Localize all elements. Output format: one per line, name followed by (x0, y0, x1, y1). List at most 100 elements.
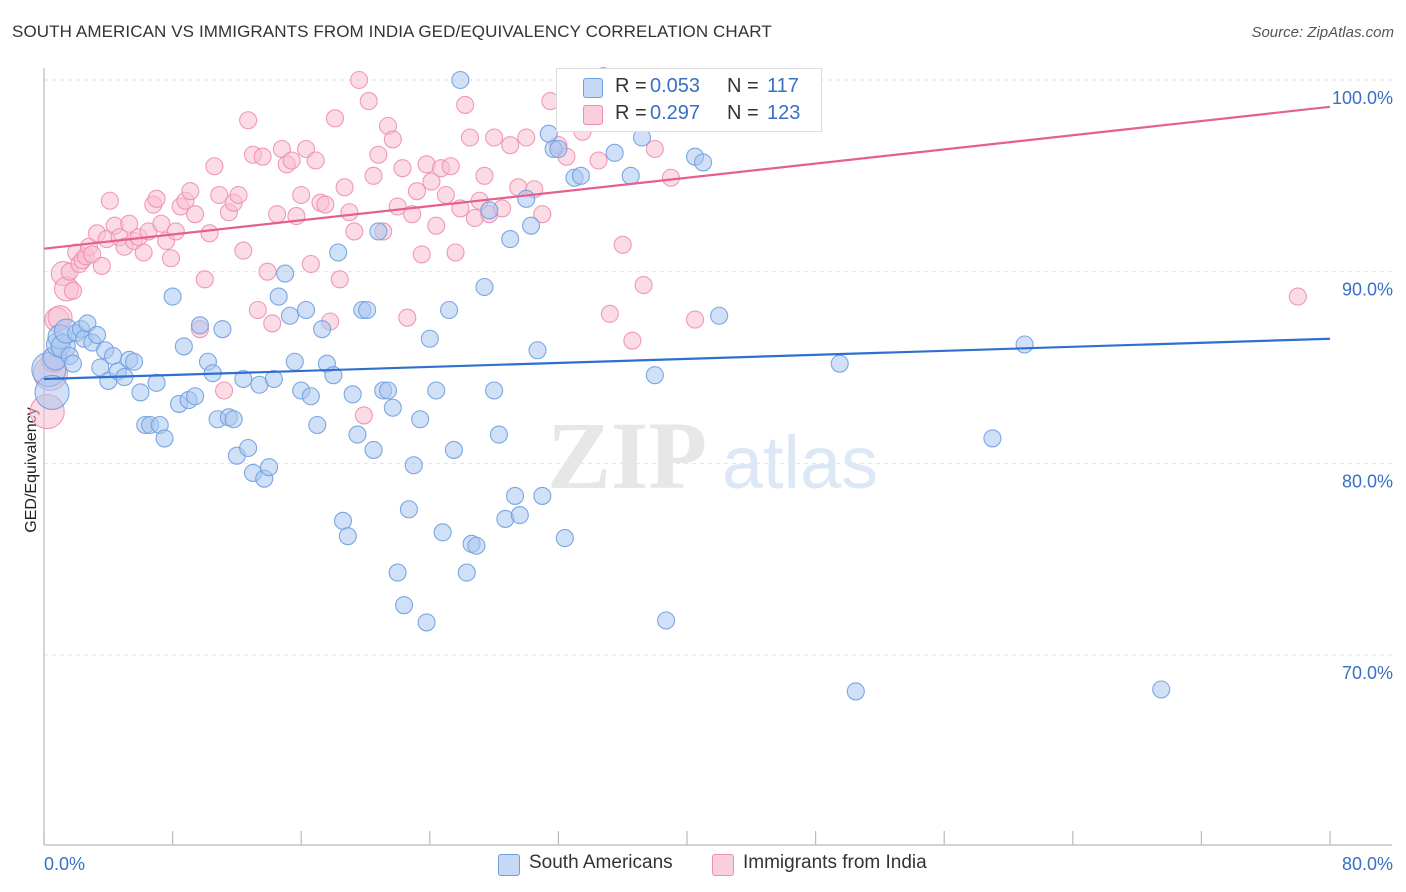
india-point (407, 182, 426, 201)
south-americans-point (174, 337, 193, 356)
south-americans-point (264, 369, 283, 389)
legend-swatch-pink (712, 854, 734, 876)
india-point (120, 214, 139, 233)
stats-row-india: R = 0.297 N = 123 (557, 102, 821, 128)
india-point (613, 235, 632, 254)
south-americans-point (224, 410, 243, 429)
india-point (364, 166, 383, 185)
y-tick-label: 90.0% (1342, 280, 1393, 300)
r-label: R = (615, 102, 647, 124)
south-americans-point (329, 243, 348, 262)
india-point (533, 205, 552, 224)
south-americans-point (645, 366, 664, 385)
stats-row-south-americans: R = 0.053 N = 117 (557, 75, 821, 101)
south-americans-point (296, 300, 316, 320)
south-americans-point (433, 523, 452, 542)
south-americans-point (555, 529, 574, 548)
legend-swatch-blue (583, 78, 603, 98)
india-point (645, 139, 664, 159)
south-americans-point (517, 189, 536, 208)
india-point (345, 222, 364, 241)
india-point (398, 308, 417, 327)
india-point (475, 166, 494, 185)
axes (43, 68, 1392, 846)
south-americans-point (480, 201, 499, 220)
india-point (589, 151, 608, 170)
x-tick-label: 80.0% (1342, 854, 1393, 874)
south-americans-point (259, 458, 279, 477)
south-americans-point (239, 438, 258, 458)
south-americans-point (489, 425, 508, 444)
y-tick-label: 100.0% (1332, 88, 1393, 108)
south-americans-point (417, 613, 436, 632)
south-americans-point (395, 596, 414, 615)
x-tick-label: 0.0% (44, 854, 85, 874)
india-point (210, 185, 229, 205)
south-americans-point (333, 511, 353, 530)
south-americans-point (539, 124, 558, 143)
legend-item-south-americans[interactable]: South Americans (498, 852, 698, 876)
india-point (92, 256, 111, 275)
south-americans-point (549, 139, 568, 159)
south-americans-point (505, 486, 525, 505)
south-americans-point (358, 300, 377, 320)
south-americans-point (1015, 335, 1034, 354)
south-americans-point (388, 563, 407, 582)
south-americans-point (444, 440, 463, 459)
india-point (485, 128, 504, 147)
india-point (239, 111, 258, 130)
india-point (263, 314, 282, 333)
r-value: 0.297 (650, 102, 701, 124)
south-americans-point (528, 341, 547, 360)
y-tick-label: 80.0% (1342, 471, 1393, 491)
india-point (501, 136, 520, 155)
south-americans-point (510, 506, 529, 525)
india-point (359, 92, 378, 111)
south-americans-point (404, 456, 423, 475)
south-americans-point (313, 320, 332, 339)
india-point (441, 157, 460, 176)
legend-label: Immigrants from India (743, 852, 927, 873)
india-point (166, 222, 185, 241)
india-point (460, 128, 480, 147)
r-value: 0.053 (650, 75, 701, 97)
r-label: R = (615, 75, 647, 97)
india-point (330, 270, 349, 289)
india-point (340, 203, 359, 222)
south-americans-point (467, 536, 486, 555)
south-americans-point (155, 429, 174, 448)
south-americans-point (338, 527, 357, 546)
india-point (253, 147, 272, 166)
legend-item-india[interactable]: Immigrants from India (712, 852, 952, 876)
india-point (248, 300, 267, 320)
india-point (63, 281, 82, 300)
south-americans-point (63, 354, 82, 373)
south-americans-point (348, 425, 367, 444)
south-americans-point (124, 352, 144, 371)
south-americans-point (34, 374, 70, 410)
india-point (316, 195, 335, 214)
data-points (29, 67, 1307, 701)
south-americans-point (411, 410, 430, 429)
south-americans-point (190, 316, 209, 335)
y-tick-label: 70.0% (1342, 663, 1393, 683)
south-americans-point (369, 222, 388, 241)
south-americans-point (91, 358, 110, 377)
south-americans-point (983, 429, 1002, 448)
india-point (200, 224, 219, 243)
india-point (147, 189, 166, 208)
india-point (306, 151, 325, 170)
south-americans-point (830, 354, 849, 373)
india-point (354, 406, 373, 425)
india-point (186, 205, 205, 224)
south-americans-point (301, 387, 320, 406)
india-point (301, 254, 320, 274)
south-americans-point (186, 387, 205, 406)
south-americans-point (104, 346, 123, 366)
india-point (623, 331, 642, 350)
india-point (268, 205, 287, 224)
trend-line-india (43, 105, 1331, 250)
india-point (292, 185, 311, 205)
india-point (422, 172, 441, 191)
